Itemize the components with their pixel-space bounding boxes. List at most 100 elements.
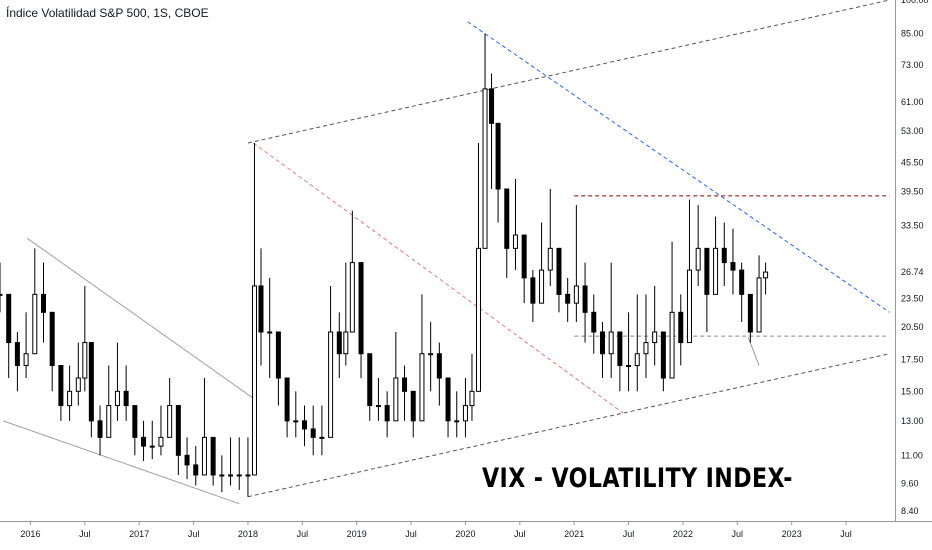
candle xyxy=(158,436,164,447)
declining-trend-line xyxy=(253,142,624,414)
candle xyxy=(343,331,349,355)
x-tick-label: Jul xyxy=(623,529,635,539)
candle xyxy=(251,285,257,476)
candle xyxy=(310,428,316,438)
candle xyxy=(384,405,390,422)
candle xyxy=(193,464,199,476)
candle xyxy=(328,331,334,438)
x-tick-label: Jul xyxy=(188,529,200,539)
candle xyxy=(660,331,666,379)
candle xyxy=(608,331,614,355)
candle xyxy=(721,247,727,264)
candle xyxy=(489,88,495,124)
upper-wedge-line xyxy=(26,237,254,399)
candle xyxy=(123,390,129,407)
x-tick-label: 2021 xyxy=(564,529,584,539)
candle xyxy=(643,342,649,355)
candle xyxy=(349,262,355,333)
candle xyxy=(67,390,73,407)
candle xyxy=(626,365,632,368)
candle xyxy=(301,420,307,430)
candle xyxy=(319,436,325,439)
candle xyxy=(258,285,264,333)
candle xyxy=(236,474,242,477)
candle xyxy=(14,342,20,367)
candle xyxy=(730,262,736,271)
candle xyxy=(275,331,281,379)
y-tick-label: 23.50 xyxy=(901,294,924,304)
candle xyxy=(763,271,769,279)
y-tick-label: 73.00 xyxy=(901,60,924,70)
x-tick-label: Jul xyxy=(79,529,91,539)
x-tick-label: Jul xyxy=(297,529,309,539)
candle xyxy=(132,405,138,438)
candle xyxy=(49,311,55,367)
x-tick-label: 2018 xyxy=(238,529,258,539)
y-tick-label: 20.50 xyxy=(901,322,924,332)
candle xyxy=(6,293,12,344)
candle xyxy=(58,365,64,407)
y-tick-label: 26.74 xyxy=(901,267,924,277)
candle xyxy=(756,277,762,333)
candle xyxy=(336,331,342,355)
candle xyxy=(573,285,579,304)
y-tick-label: 53.00 xyxy=(901,126,924,136)
candle xyxy=(591,311,597,333)
candle xyxy=(167,405,173,438)
candle xyxy=(475,247,481,392)
candle xyxy=(82,342,88,379)
y-tick-label: 15.00 xyxy=(901,386,924,396)
candle xyxy=(617,331,623,367)
candle xyxy=(454,420,460,423)
x-tick-label: 2016 xyxy=(20,529,40,539)
candle xyxy=(669,311,675,379)
candle xyxy=(747,293,753,333)
candle xyxy=(141,436,147,447)
candle xyxy=(219,474,225,477)
candle xyxy=(184,454,190,466)
candle xyxy=(678,311,684,344)
y-tick-label: 85.00 xyxy=(901,29,924,39)
candle xyxy=(210,436,216,476)
candle xyxy=(686,269,692,344)
candle xyxy=(652,331,658,344)
candle xyxy=(495,122,501,190)
x-tick-label: 2019 xyxy=(347,529,367,539)
candle xyxy=(512,234,518,249)
candle xyxy=(175,405,181,456)
candle xyxy=(445,377,451,422)
candle xyxy=(245,474,251,477)
candle xyxy=(40,293,46,313)
descending-resistance-line xyxy=(467,21,890,313)
candle xyxy=(419,353,425,422)
candle xyxy=(530,277,536,304)
y-tick-label: 39.50 xyxy=(901,187,924,197)
candle xyxy=(367,353,373,407)
chart-title: Índice Volatilidad S&P 500, 1S, CBOE xyxy=(6,6,209,20)
candle xyxy=(228,474,234,477)
candle xyxy=(556,247,562,295)
candle xyxy=(599,331,605,355)
candle xyxy=(713,247,719,295)
candle xyxy=(462,405,468,422)
long-term-resistance-line xyxy=(247,0,890,144)
x-tick-label: Jul xyxy=(732,529,744,539)
candle xyxy=(695,247,701,271)
candle xyxy=(539,269,545,304)
x-tick-label: 2020 xyxy=(455,529,475,539)
y-tick-label: 45.50 xyxy=(901,157,924,167)
candle xyxy=(106,405,112,438)
candle xyxy=(547,247,553,271)
candle xyxy=(23,353,29,367)
y-tick-label: 9.60 xyxy=(901,478,919,488)
candle xyxy=(410,390,416,422)
candle xyxy=(149,445,155,448)
candle xyxy=(75,377,81,392)
x-tick-label: 2017 xyxy=(129,529,149,539)
candle xyxy=(469,390,475,407)
candle xyxy=(482,88,488,249)
y-tick-label: 11.00 xyxy=(901,450,923,460)
x-tick-label: 2023 xyxy=(782,529,802,539)
candle xyxy=(704,247,710,295)
